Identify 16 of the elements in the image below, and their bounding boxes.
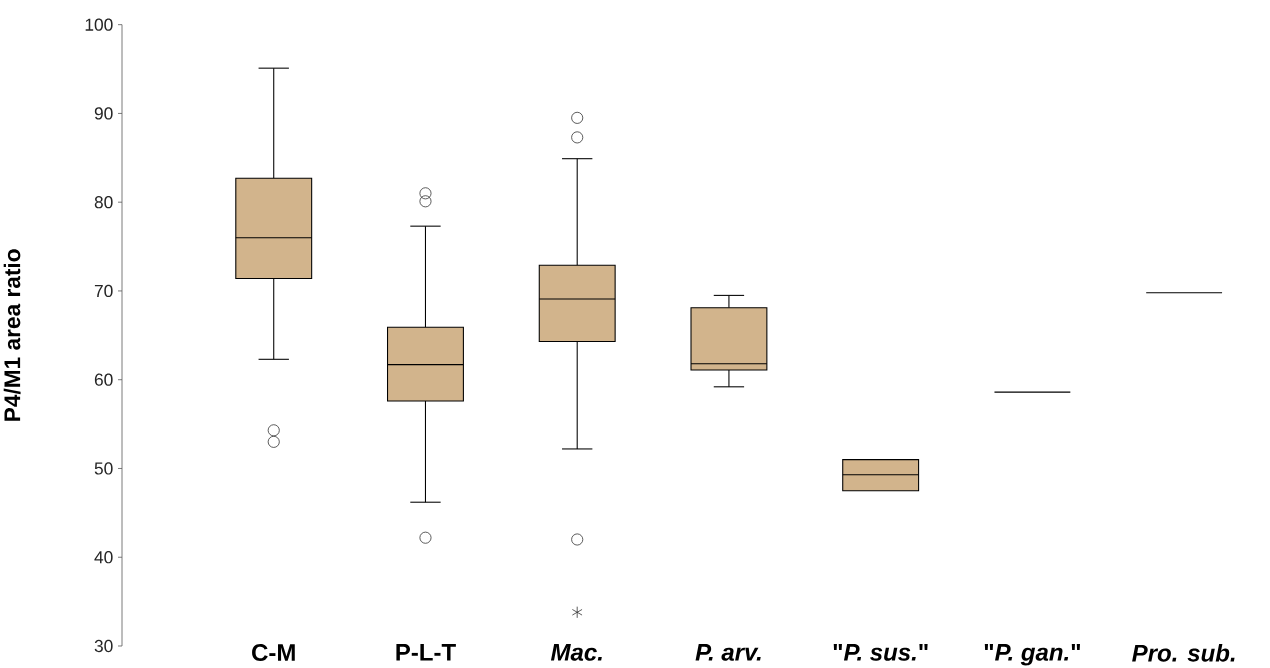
y-tick-label: 100 (85, 18, 113, 31)
y-tick-label: 70 (94, 284, 113, 298)
x-tick-label: "P. sus." (833, 644, 928, 661)
y-tick-label: 60 (94, 373, 113, 386)
x-tick-label: Mac. (550, 644, 602, 661)
y-tick-label: 50 (94, 462, 113, 475)
y-tick-label: 80 (94, 196, 113, 209)
y-tick-label: 40 (94, 551, 113, 564)
x-tick-label: Pro. sub. (1132, 644, 1235, 662)
y-tick-label: 30 (94, 639, 113, 653)
x-tick-label: "P. gan." (984, 644, 1080, 666)
x-tick-label: C-M (252, 644, 295, 662)
x-tick-label: P-L-T (396, 644, 456, 661)
y-axis-title: P4/M1 area ratio (3, 249, 21, 421)
x-tick-label: P. arv. (695, 644, 761, 661)
y-tick-label: 90 (94, 107, 113, 120)
